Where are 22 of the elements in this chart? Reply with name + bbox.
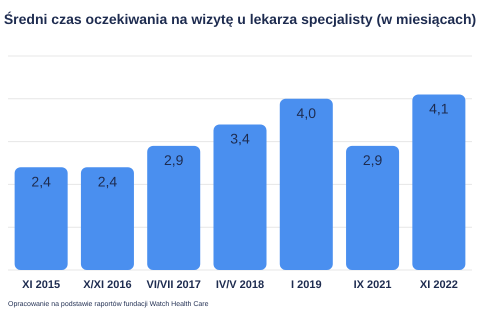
bar bbox=[147, 146, 200, 270]
data-label: 4,1 bbox=[429, 100, 449, 117]
data-label: 2,9 bbox=[164, 152, 184, 168]
bar bbox=[213, 124, 267, 270]
bar bbox=[14, 167, 68, 270]
x-tick-label: VI/VII 2017 bbox=[146, 279, 201, 291]
x-tick-label: XI 2015 bbox=[22, 279, 60, 291]
x-tick-label: I 2019 bbox=[290, 279, 322, 291]
x-tick-label: IX 2021 bbox=[354, 279, 392, 291]
bar bbox=[280, 98, 333, 270]
x-tick-label: IV/V 2018 bbox=[216, 279, 264, 291]
bar bbox=[412, 94, 466, 270]
bar bbox=[346, 146, 400, 270]
data-label: 2,4 bbox=[98, 173, 118, 190]
data-label: 4,0 bbox=[296, 104, 316, 121]
data-label: 3,4 bbox=[230, 130, 250, 146]
chart-title: Średni czas oczekiwania na wizytę u lekarza specjalisty (w miesiącach) bbox=[4, 11, 476, 27]
data-label: 2,9 bbox=[362, 152, 383, 168]
data-label: 2,4 bbox=[31, 173, 52, 190]
x-tick-label: X/XI 2016 bbox=[83, 279, 132, 291]
x-tick-label: XI 2022 bbox=[420, 279, 458, 291]
bar bbox=[80, 167, 134, 270]
